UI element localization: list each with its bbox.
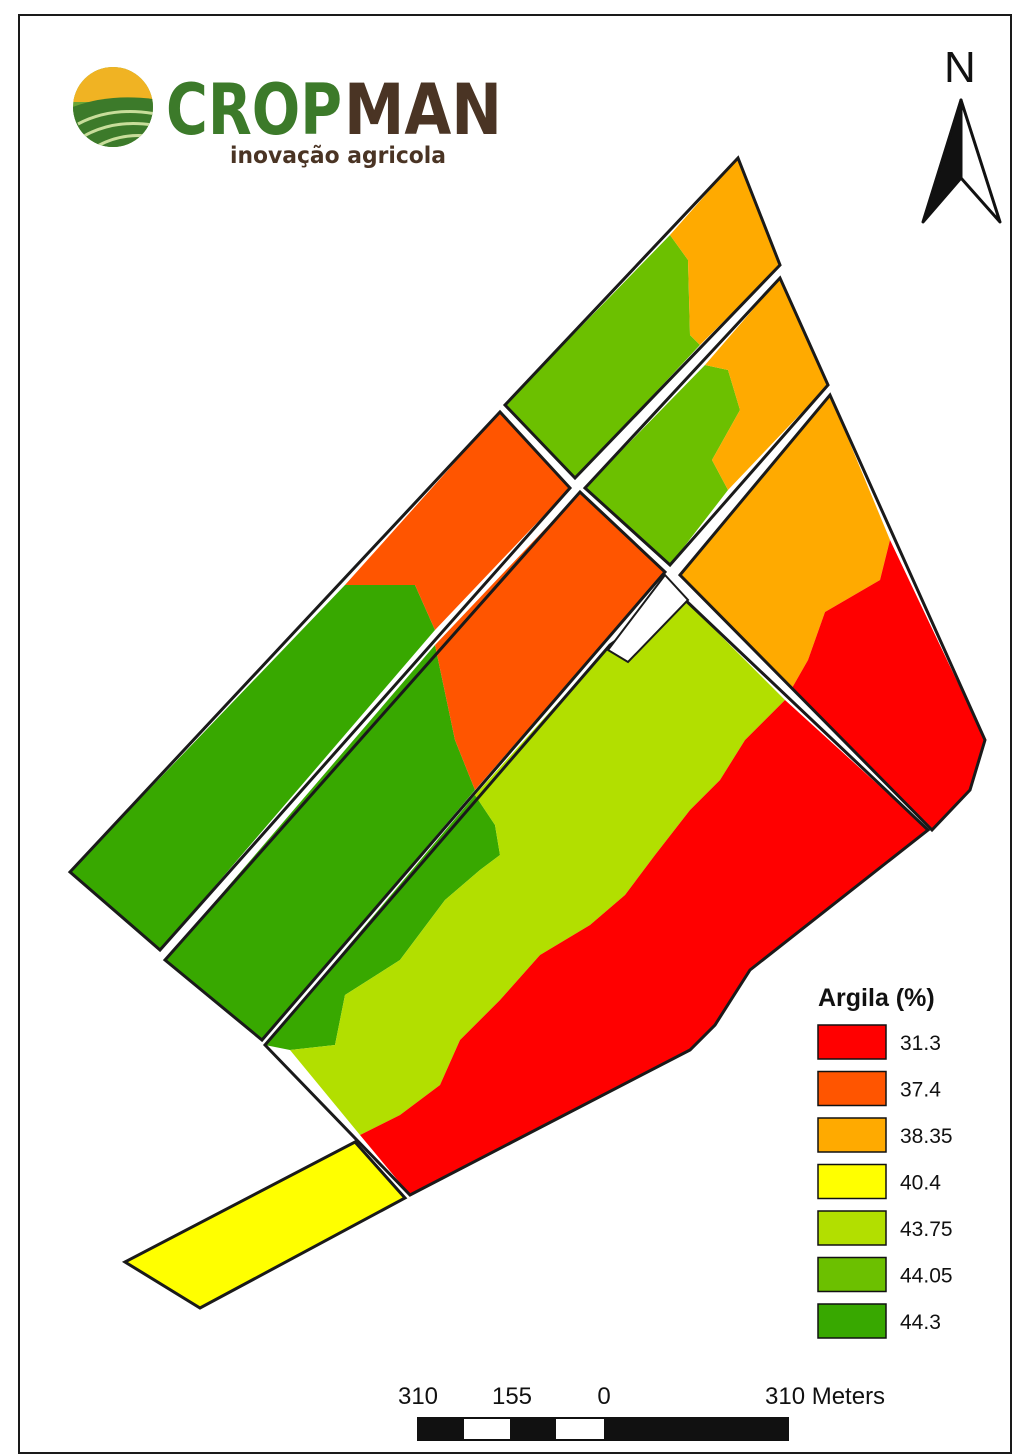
block-outline: [162, 489, 668, 1043]
field-block-b: [162, 489, 668, 1043]
legend-swatch-6: [817, 1303, 887, 1339]
logo-wordmark-crop: CROP: [166, 69, 342, 151]
legend-swatch-5: [817, 1256, 887, 1293]
zone-43-75: [290, 595, 785, 1135]
legend-items: 31.3 37.4 38.35 40.4 43.75 44.05 44.3: [817, 1024, 953, 1339]
strip-outline: [582, 275, 830, 568]
field-block-c: [262, 593, 931, 1197]
field-gap: [606, 573, 690, 664]
zone-31-3: [360, 700, 928, 1195]
north-arrow-icon: [921, 98, 1002, 224]
legend-label-5: 44.05: [900, 1265, 953, 1288]
north-arrow: N: [921, 43, 1002, 224]
field-strip-1: [502, 155, 782, 481]
scale-label-155: 155: [492, 1383, 532, 1410]
field-plots: [67, 155, 987, 1310]
legend: Argila (%) 31.3 37.4 38.35 40.4 43.75 44.05 44…: [817, 984, 953, 1339]
legend-label-1: 37.4: [900, 1079, 941, 1102]
legend-label-2: 38.35: [900, 1125, 953, 1148]
logo-tagline: inovação agricola: [230, 143, 446, 169]
field-strip-3: [677, 392, 987, 833]
zone-37-4: [345, 412, 570, 630]
strip-outline: [677, 392, 987, 833]
legend-swatch-3: [817, 1163, 887, 1200]
legend-swatch-4: [817, 1210, 887, 1246]
zone-38-35: [680, 395, 890, 688]
legend-label-0: 31.3: [900, 1032, 941, 1055]
zone-37-4: [435, 492, 665, 790]
zone-44-3: [70, 585, 435, 950]
legend-swatch-2: [817, 1117, 887, 1153]
zone-38-35: [705, 278, 828, 490]
zone-38-35: [670, 158, 780, 345]
north-label: N: [944, 43, 976, 92]
scale-label-310-meters: 310 Meters: [765, 1383, 885, 1410]
legend-label-6: 44.3: [900, 1311, 941, 1334]
legend-title: Argila (%): [818, 984, 935, 1012]
zone-44-05: [505, 235, 700, 478]
legend-swatch-0: [817, 1024, 887, 1060]
scale-bar-graphic: [417, 1417, 789, 1441]
legend-label-3: 40.4: [900, 1172, 941, 1195]
block-outline: [67, 409, 573, 953]
scale-label-0: 0: [597, 1383, 610, 1410]
cropman-logo: CROP MAN inovação agricola: [73, 67, 502, 169]
field-block-a: [67, 409, 573, 953]
field-strip-2: [582, 275, 830, 568]
legend-swatch-1: [817, 1070, 887, 1107]
field-block-yellow: [121, 1140, 408, 1310]
scale-bar: 310 155 0 310 Meters: [398, 1383, 885, 1441]
zone-44-3: [265, 795, 500, 1050]
logo-emblem-icon: [73, 67, 153, 147]
scale-label-310-left: 310: [398, 1383, 438, 1410]
zone-44-3: [165, 645, 475, 1040]
zone-31-3: [792, 540, 985, 830]
strip-outline: [502, 155, 782, 481]
logo-wordmark-man: MAN: [344, 69, 502, 151]
zone-44-05: [585, 365, 740, 565]
legend-label-4: 43.75: [900, 1218, 953, 1241]
